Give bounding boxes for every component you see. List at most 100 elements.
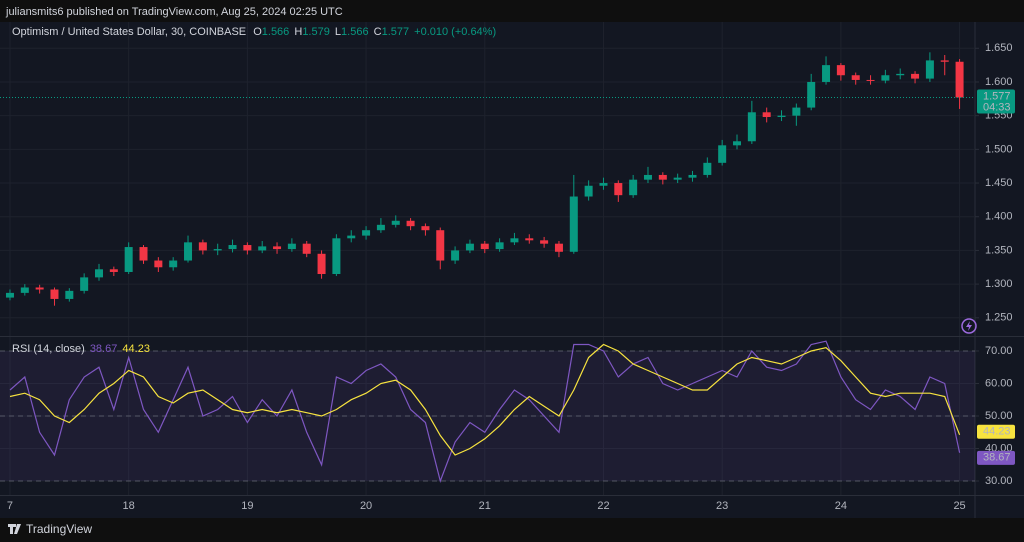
candle-body xyxy=(109,269,118,272)
grid xyxy=(0,22,975,495)
candle-body xyxy=(124,247,133,272)
candle-body xyxy=(762,112,771,118)
candle-body xyxy=(376,224,385,231)
candle-body xyxy=(198,242,207,251)
ohlc-label: C xyxy=(374,26,382,38)
value-tag xyxy=(977,424,1015,439)
candle-body xyxy=(510,238,519,243)
symbol-legend: Optimism / United States Dollar, 30, COI… xyxy=(12,26,496,38)
candle-body xyxy=(480,243,489,250)
candle-body xyxy=(569,196,578,252)
value-tag-label: 38.67 xyxy=(983,452,1011,464)
rsi-legend: RSI (14, close) 38.67 44.23 xyxy=(12,343,150,355)
candle-body xyxy=(302,243,311,254)
candle-body xyxy=(807,81,816,108)
y-tick-label: 1.300 xyxy=(985,278,1013,290)
symbol: Optimism / United States Dollar, 30, COI… xyxy=(12,26,246,38)
y-tick-label: 1.500 xyxy=(985,143,1013,155)
x-tick-label: 7 xyxy=(7,500,13,512)
candle-body xyxy=(777,115,786,118)
rsi-line xyxy=(9,340,961,483)
candle-body xyxy=(347,235,356,239)
candle-body xyxy=(391,220,400,225)
rsi-ma-value: 44.23 xyxy=(122,343,150,355)
candle-body xyxy=(243,245,252,251)
candle-body xyxy=(362,230,371,236)
candle-body xyxy=(643,174,652,180)
candle-body xyxy=(451,250,460,261)
x-tick-label: 21 xyxy=(479,500,491,512)
candle-body xyxy=(65,290,74,299)
rsi-line xyxy=(9,343,961,456)
candle-body xyxy=(406,220,415,227)
x-tick-label: 22 xyxy=(597,500,609,512)
candle-body xyxy=(703,162,712,175)
candle-body xyxy=(925,60,934,79)
candle-body xyxy=(80,277,89,291)
candle-body xyxy=(733,141,742,146)
x-tick-label: 23 xyxy=(716,500,728,512)
ohlc-value: 1.577 xyxy=(382,26,410,38)
candle-body xyxy=(465,243,474,251)
x-tick-label: 20 xyxy=(360,500,372,512)
candle-body xyxy=(822,65,831,82)
candle-body xyxy=(599,183,608,186)
brand-logo xyxy=(8,524,21,534)
candle-body xyxy=(792,107,801,116)
candle-body xyxy=(554,243,563,252)
rsi-title: RSI (14, close) xyxy=(12,343,85,355)
candle-body xyxy=(287,243,296,250)
ohlc-value: 1.566 xyxy=(262,26,290,38)
candle-body xyxy=(213,249,222,251)
ohlc-value: 1.566 xyxy=(341,26,369,38)
rsi-value: 38.67 xyxy=(90,343,118,355)
value-tag-label: 44.23 xyxy=(983,426,1011,438)
candle-body xyxy=(629,179,638,196)
y-tick-label: 1.450 xyxy=(985,177,1013,189)
candle-body xyxy=(688,174,697,178)
ohlc-value: 1.579 xyxy=(302,26,330,38)
brand: TradingView xyxy=(26,522,92,536)
candle-body xyxy=(584,185,593,197)
candle-body xyxy=(50,289,59,299)
ohlc-label: H xyxy=(294,26,302,38)
marks xyxy=(0,52,975,483)
candle-body xyxy=(228,245,237,250)
candle-body xyxy=(673,177,682,180)
candle-body xyxy=(94,269,103,278)
alert-bolt xyxy=(966,321,972,331)
candle-body xyxy=(184,242,193,261)
alert-icon[interactable] xyxy=(961,318,977,334)
y-tick-label: 1.600 xyxy=(985,76,1013,88)
y-tick-label: 1.250 xyxy=(985,312,1013,324)
candle-body xyxy=(258,246,267,251)
published-note: juliansmits6 published on TradingView.co… xyxy=(5,6,343,18)
top-bar xyxy=(0,0,1024,22)
candle-body xyxy=(718,145,727,163)
x-tick-label: 24 xyxy=(835,500,847,512)
y-tick-label: 1.350 xyxy=(985,244,1013,256)
candle-body xyxy=(169,260,178,268)
candle-body xyxy=(881,75,890,81)
change: +0.010 (+0.64%) xyxy=(414,26,496,38)
candle-body xyxy=(436,230,445,261)
price-tag-countdown: 04:33 xyxy=(983,101,1011,113)
candle-body xyxy=(911,73,920,79)
x-tick-label: 25 xyxy=(953,500,965,512)
y-tick-label: 1.400 xyxy=(985,211,1013,223)
y-tick-label: 70.00 xyxy=(985,345,1013,357)
candle-body xyxy=(317,253,326,275)
y-tick-label: 1.650 xyxy=(985,42,1013,54)
x-tick-label: 19 xyxy=(241,500,253,512)
candle-body xyxy=(851,75,860,80)
candle-body xyxy=(273,246,282,250)
value-tag xyxy=(977,450,1015,465)
candle-body xyxy=(495,242,504,250)
candle-body xyxy=(154,260,163,268)
candle-body xyxy=(5,292,14,298)
candle-body xyxy=(955,61,964,98)
candle-body xyxy=(866,79,875,81)
price-tag-value: 1.577 xyxy=(983,90,1011,102)
